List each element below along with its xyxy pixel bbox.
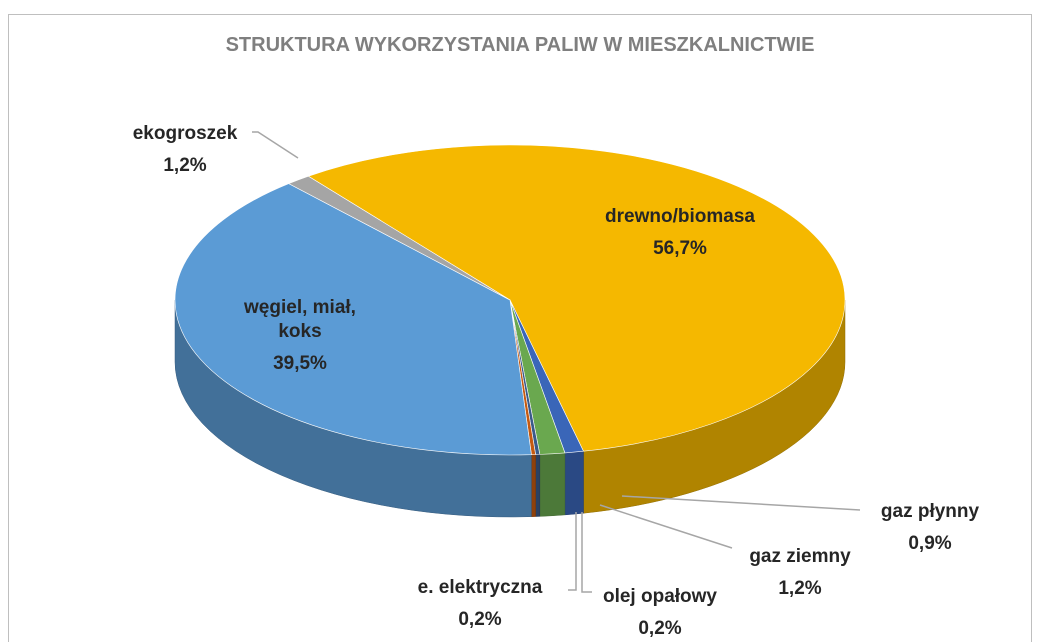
- slice-value-label: 0,2%: [638, 618, 682, 639]
- slice-value-label: 0,9%: [908, 533, 952, 554]
- slice-label: drewno/biomasa: [605, 206, 755, 227]
- chart-title: STRUKTURA WYKORZYSTANIA PALIW W MIESZKAL…: [225, 34, 815, 56]
- slice-value-label: 1,2%: [163, 155, 207, 176]
- slice: [307, 144, 846, 514]
- slice-value-label: 39,5%: [273, 353, 327, 374]
- leader-line: [599, 504, 733, 549]
- slice-top: [174, 183, 532, 456]
- slice-label: e. elektryczna: [417, 577, 543, 598]
- slice-value-label: 0,2%: [458, 609, 502, 630]
- slice-label: węgiel, miał, koks: [244, 297, 356, 342]
- leader-line: [581, 512, 592, 593]
- slice: [288, 175, 511, 301]
- slice-side: [531, 454, 536, 517]
- slice-top: [288, 175, 511, 301]
- slice-label: olej opałowy: [602, 586, 718, 607]
- slice-top: [307, 144, 846, 452]
- slice-side: [535, 454, 541, 517]
- slice: [174, 183, 532, 518]
- slice-side: [564, 450, 584, 516]
- leader-line: [568, 512, 577, 591]
- slice-label: ekogroszek: [132, 123, 238, 144]
- slice-label: gaz ziemny: [749, 546, 851, 567]
- slice-label: gaz płynny: [880, 501, 980, 522]
- leader-line: [252, 131, 299, 159]
- slice-value-label: 1,2%: [778, 578, 822, 599]
- slice-value-label: 56,7%: [653, 238, 707, 259]
- slice: [509, 299, 584, 516]
- leader-line: [621, 495, 861, 511]
- slice-side: [539, 452, 566, 517]
- slice: [509, 299, 541, 517]
- chart-frame: [8, 14, 1032, 642]
